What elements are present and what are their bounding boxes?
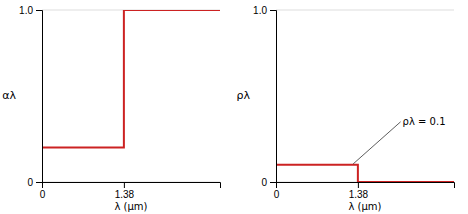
tick-label: 1.38: [115, 189, 135, 200]
axis-line: [277, 183, 455, 189]
axis-line: [270, 11, 277, 183]
step-line: [42, 10, 220, 148]
y-axis-label: αλ: [2, 89, 16, 102]
tick: 0: [40, 182, 46, 200]
axis-line: [43, 183, 221, 189]
annotation: ρλ = 0.1: [403, 116, 446, 127]
grid: [276, 10, 454, 182]
grid: [42, 10, 220, 182]
x-axis-label: λ (μm): [114, 201, 147, 212]
tick-mark: [270, 10, 276, 11]
tick: 1.38: [115, 182, 135, 200]
y-axis-label: ρλ: [237, 89, 251, 102]
tick-label: 1.38: [349, 189, 369, 200]
tick: 0: [261, 177, 276, 188]
tick-label: 0: [261, 177, 267, 188]
figure: 01.3801.0λ (μm)αλ01.3801.0λ (μm)ρλρλ = 0…: [0, 0, 468, 214]
tick-mark: [36, 10, 42, 11]
tick-mark: [358, 182, 359, 188]
tick: 1.38: [349, 182, 369, 200]
tick-mark: [36, 182, 42, 183]
tick: 0: [274, 182, 280, 200]
x-axis: 01.38: [274, 182, 455, 200]
y-axis: 01.0: [253, 5, 276, 188]
panel: 01.3801.0λ (μm)ρλρλ = 0.1: [237, 5, 455, 212]
x-axis: 01.38: [40, 182, 221, 200]
tick-mark: [270, 182, 276, 183]
tick-label: 0: [40, 189, 46, 200]
tick-label: 0: [27, 177, 33, 188]
step-line: [276, 165, 454, 182]
tick-label: 1.0: [19, 5, 33, 16]
tick-label: 1.0: [253, 5, 267, 16]
axis-line: [36, 11, 43, 183]
tick-label: 0: [274, 189, 280, 200]
panel: 01.3801.0λ (μm)αλ: [2, 5, 220, 212]
grid-line: [276, 10, 454, 11]
tick: 1.0: [253, 5, 276, 16]
plot-area: [276, 165, 454, 182]
tick-mark: [124, 182, 125, 188]
y-axis: 01.0: [19, 5, 42, 188]
annotation-line: [353, 122, 400, 164]
plot-area: [42, 10, 220, 148]
tick: 0: [27, 177, 42, 188]
tick: 1.0: [19, 5, 42, 16]
x-axis-label: λ (μm): [348, 201, 381, 212]
